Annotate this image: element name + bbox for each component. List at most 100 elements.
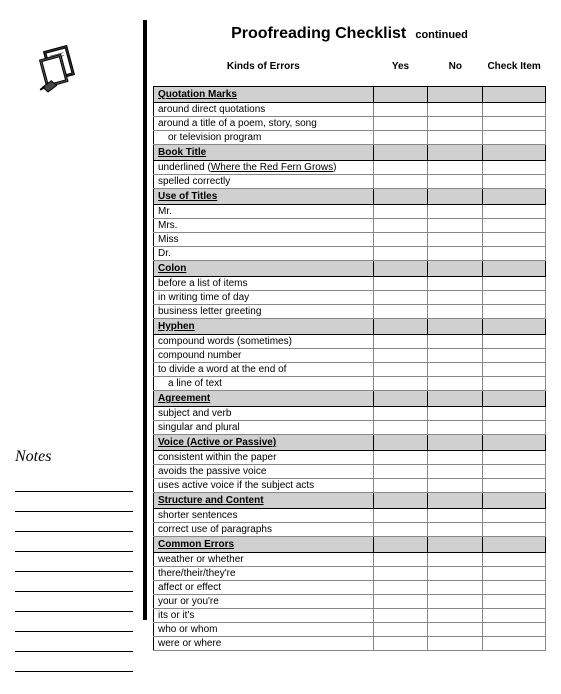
check-cell[interactable]	[483, 233, 546, 247]
note-line[interactable]	[15, 474, 133, 492]
no-cell[interactable]	[428, 421, 483, 435]
yes-cell[interactable]	[373, 219, 428, 233]
no-cell[interactable]	[428, 131, 483, 145]
check-cell[interactable]	[483, 363, 546, 377]
check-cell[interactable]	[483, 407, 546, 421]
check-cell[interactable]	[483, 205, 546, 219]
yes-cell[interactable]	[373, 291, 428, 305]
check-cell[interactable]	[483, 335, 546, 349]
no-cell[interactable]	[428, 553, 483, 567]
no-cell[interactable]	[428, 451, 483, 465]
no-cell[interactable]	[428, 407, 483, 421]
check-cell[interactable]	[483, 103, 546, 117]
yes-cell[interactable]	[373, 595, 428, 609]
no-cell[interactable]	[428, 117, 483, 131]
check-cell[interactable]	[483, 479, 546, 493]
yes-cell[interactable]	[373, 103, 428, 117]
note-line[interactable]	[15, 574, 133, 592]
check-cell[interactable]	[483, 451, 546, 465]
yes-cell[interactable]	[373, 407, 428, 421]
check-cell[interactable]	[483, 219, 546, 233]
yes-cell[interactable]	[373, 465, 428, 479]
check-cell[interactable]	[483, 277, 546, 291]
check-cell[interactable]	[483, 349, 546, 363]
no-cell[interactable]	[428, 581, 483, 595]
check-cell[interactable]	[483, 553, 546, 567]
yes-cell[interactable]	[373, 623, 428, 637]
yes-cell[interactable]	[373, 247, 428, 261]
no-cell[interactable]	[428, 233, 483, 247]
note-line[interactable]	[15, 554, 133, 572]
no-cell[interactable]	[428, 363, 483, 377]
note-line[interactable]	[15, 514, 133, 532]
no-cell[interactable]	[428, 465, 483, 479]
no-cell[interactable]	[428, 567, 483, 581]
note-line[interactable]	[15, 634, 133, 652]
yes-cell[interactable]	[373, 609, 428, 623]
check-cell[interactable]	[483, 623, 546, 637]
no-cell[interactable]	[428, 161, 483, 175]
yes-cell[interactable]	[373, 131, 428, 145]
no-cell[interactable]	[428, 595, 483, 609]
yes-cell[interactable]	[373, 637, 428, 651]
check-cell[interactable]	[483, 465, 546, 479]
note-line[interactable]	[15, 494, 133, 512]
check-cell[interactable]	[483, 175, 546, 189]
yes-cell[interactable]	[373, 305, 428, 319]
check-cell[interactable]	[483, 609, 546, 623]
note-line[interactable]	[15, 654, 133, 672]
yes-cell[interactable]	[373, 335, 428, 349]
check-cell[interactable]	[483, 523, 546, 537]
yes-cell[interactable]	[373, 479, 428, 493]
yes-cell[interactable]	[373, 581, 428, 595]
note-line[interactable]	[15, 594, 133, 612]
check-cell[interactable]	[483, 567, 546, 581]
no-cell[interactable]	[428, 277, 483, 291]
no-cell[interactable]	[428, 175, 483, 189]
yes-cell[interactable]	[373, 451, 428, 465]
no-cell[interactable]	[428, 205, 483, 219]
no-cell[interactable]	[428, 219, 483, 233]
no-cell[interactable]	[428, 637, 483, 651]
check-cell[interactable]	[483, 637, 546, 651]
no-cell[interactable]	[428, 103, 483, 117]
check-cell[interactable]	[483, 509, 546, 523]
yes-cell[interactable]	[373, 349, 428, 363]
no-cell[interactable]	[428, 509, 483, 523]
no-cell[interactable]	[428, 479, 483, 493]
check-cell[interactable]	[483, 291, 546, 305]
check-cell[interactable]	[483, 131, 546, 145]
no-cell[interactable]	[428, 305, 483, 319]
yes-cell[interactable]	[373, 509, 428, 523]
yes-cell[interactable]	[373, 175, 428, 189]
yes-cell[interactable]	[373, 205, 428, 219]
no-cell[interactable]	[428, 377, 483, 391]
no-cell[interactable]	[428, 349, 483, 363]
yes-cell[interactable]	[373, 233, 428, 247]
yes-cell[interactable]	[373, 421, 428, 435]
yes-cell[interactable]	[373, 161, 428, 175]
check-cell[interactable]	[483, 377, 546, 391]
no-cell[interactable]	[428, 291, 483, 305]
no-cell[interactable]	[428, 623, 483, 637]
yes-cell[interactable]	[373, 377, 428, 391]
yes-cell[interactable]	[373, 567, 428, 581]
yes-cell[interactable]	[373, 553, 428, 567]
check-cell[interactable]	[483, 421, 546, 435]
check-cell[interactable]	[483, 161, 546, 175]
yes-cell[interactable]	[373, 277, 428, 291]
check-cell[interactable]	[483, 595, 546, 609]
yes-cell[interactable]	[373, 523, 428, 537]
no-cell[interactable]	[428, 609, 483, 623]
yes-cell[interactable]	[373, 363, 428, 377]
note-line[interactable]	[15, 534, 133, 552]
check-cell[interactable]	[483, 305, 546, 319]
check-cell[interactable]	[483, 117, 546, 131]
no-cell[interactable]	[428, 523, 483, 537]
note-line[interactable]	[15, 614, 133, 632]
check-cell[interactable]	[483, 581, 546, 595]
no-cell[interactable]	[428, 335, 483, 349]
yes-cell[interactable]	[373, 117, 428, 131]
check-cell[interactable]	[483, 247, 546, 261]
no-cell[interactable]	[428, 247, 483, 261]
